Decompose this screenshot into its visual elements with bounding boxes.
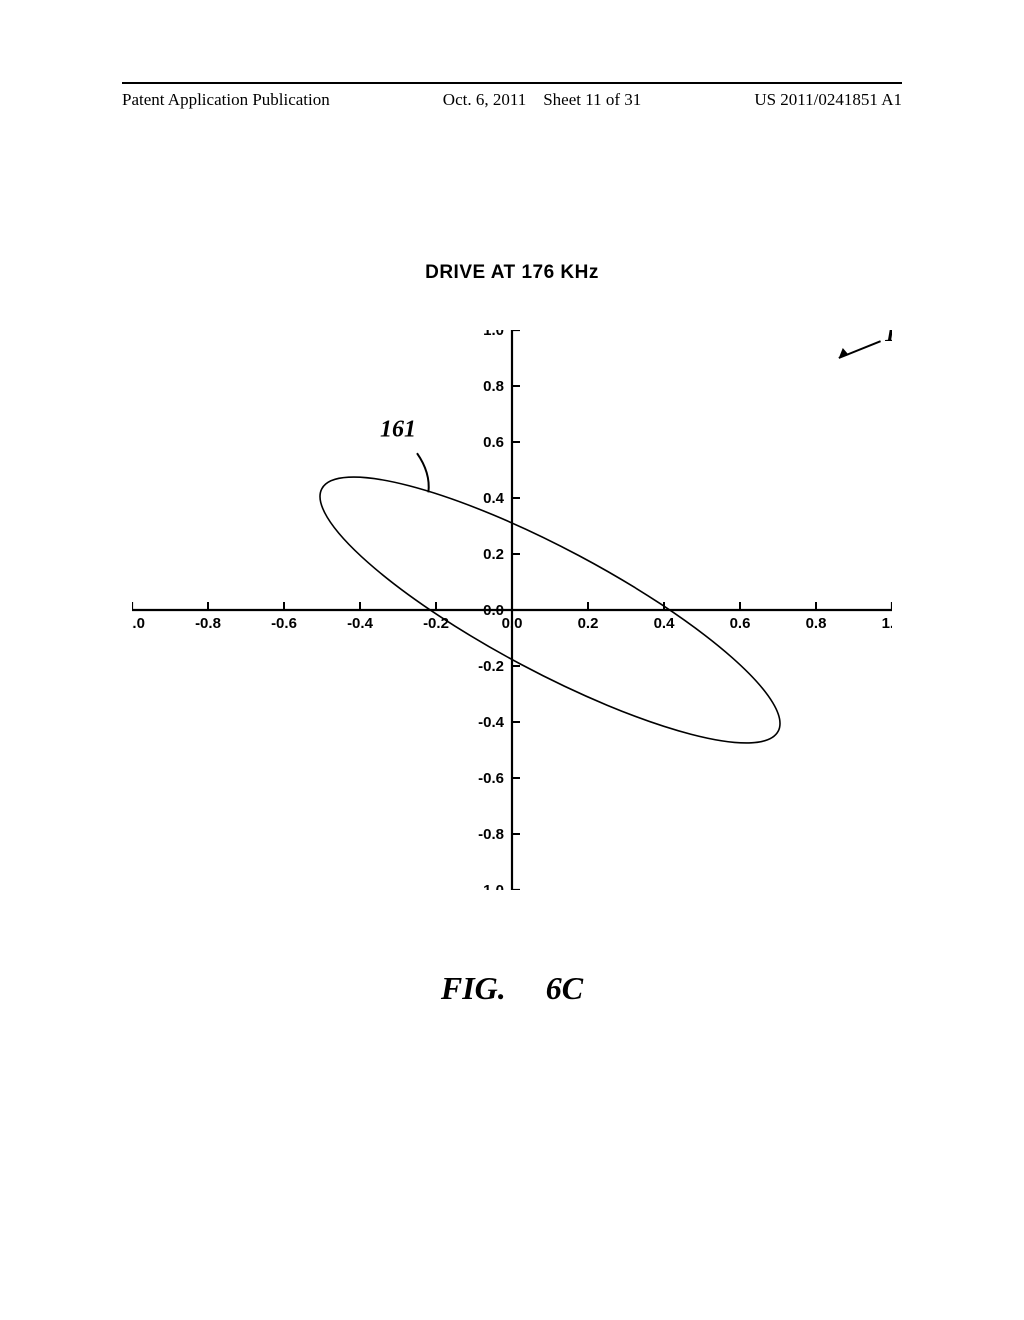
svg-text:-0.4: -0.4: [347, 615, 374, 632]
svg-text:161: 161: [380, 416, 416, 442]
page-header: Patent Application Publication Oct. 6, 2…: [0, 82, 1024, 110]
header-sheet: Sheet 11 of 31: [543, 90, 641, 109]
svg-text:0.8: 0.8: [806, 615, 827, 632]
svg-text:1.0: 1.0: [882, 615, 892, 632]
svg-text:0.8: 0.8: [483, 378, 504, 395]
svg-text:0.0: 0.0: [483, 602, 504, 619]
chart-svg: -1.0 -0.8 -0.6 -0.4 -0.2 0.0 0.2 0.4 0.6 0.8 1.0 -1…: [132, 330, 892, 890]
svg-text:-0.2: -0.2: [423, 615, 449, 632]
svg-text:-0.6: -0.6: [478, 770, 504, 787]
svg-text:0.6: 0.6: [730, 615, 751, 632]
svg-text:0.4: 0.4: [654, 615, 676, 632]
svg-text:1.0: 1.0: [483, 330, 504, 339]
header-row: Patent Application Publication Oct. 6, 2…: [122, 90, 902, 110]
svg-text:0.4: 0.4: [483, 490, 505, 507]
svg-text:160: 160: [884, 330, 892, 347]
figure-caption: FIG. 6C: [0, 970, 1024, 1007]
header-right: US 2011/0241851 A1: [754, 90, 902, 110]
svg-text:0.2: 0.2: [578, 615, 599, 632]
header-left: Patent Application Publication: [122, 90, 330, 110]
chart-area: -1.0 -0.8 -0.6 -0.4 -0.2 0.0 0.2 0.4 0.6 0.8 1.0 -1…: [132, 330, 892, 890]
svg-text:0.6: 0.6: [483, 434, 504, 451]
header-rule: [122, 82, 902, 84]
chart-title: DRIVE AT 176 KHz: [0, 262, 1024, 284]
svg-text:-0.8: -0.8: [478, 826, 504, 843]
svg-text:-1.0: -1.0: [132, 615, 145, 632]
page: Patent Application Publication Oct. 6, 2…: [0, 0, 1024, 1320]
header-mid: Oct. 6, 2011 Sheet 11 of 31: [443, 90, 641, 110]
svg-text:-0.6: -0.6: [271, 615, 297, 632]
header-date: Oct. 6, 2011: [443, 90, 526, 109]
svg-text:0.0: 0.0: [502, 615, 523, 632]
svg-text:-0.8: -0.8: [195, 615, 221, 632]
svg-text:-0.4: -0.4: [478, 714, 505, 731]
svg-text:-1.0: -1.0: [478, 882, 504, 890]
svg-text:0.2: 0.2: [483, 546, 504, 563]
svg-text:-0.2: -0.2: [478, 658, 504, 675]
